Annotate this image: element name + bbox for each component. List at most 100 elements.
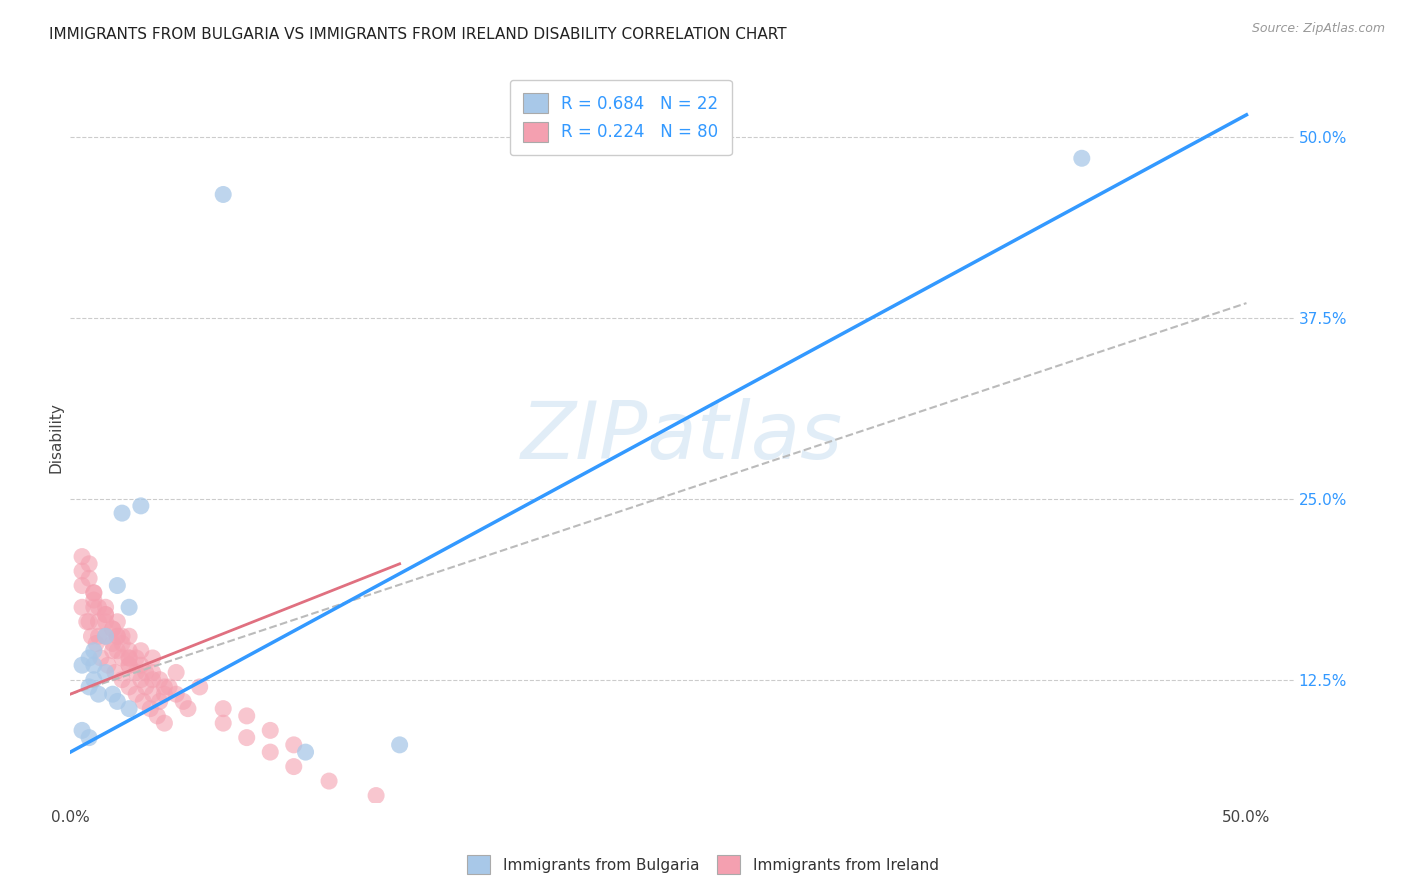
Point xyxy=(129,644,152,658)
Point xyxy=(125,651,148,665)
Point xyxy=(83,673,105,687)
Point xyxy=(142,687,165,701)
Point xyxy=(153,687,176,701)
Point xyxy=(129,499,152,513)
Point xyxy=(111,629,134,643)
Point xyxy=(142,651,165,665)
Point xyxy=(94,600,117,615)
Point xyxy=(94,615,117,629)
Point xyxy=(259,745,281,759)
Point xyxy=(153,716,176,731)
Point xyxy=(139,701,162,715)
Point xyxy=(125,665,148,680)
Point xyxy=(118,629,141,643)
Point xyxy=(118,701,141,715)
Point xyxy=(118,644,141,658)
Point xyxy=(153,680,176,694)
Point xyxy=(97,658,120,673)
Legend: Immigrants from Bulgaria, Immigrants from Ireland: Immigrants from Bulgaria, Immigrants fro… xyxy=(461,849,945,880)
Point xyxy=(212,716,235,731)
Point xyxy=(129,673,152,687)
Y-axis label: Disability: Disability xyxy=(48,401,63,473)
Point xyxy=(212,701,235,715)
Point xyxy=(294,745,316,759)
Point xyxy=(94,629,117,643)
Point xyxy=(70,600,93,615)
Point xyxy=(90,651,112,665)
Point xyxy=(165,687,187,701)
Point xyxy=(83,586,105,600)
Point xyxy=(77,615,100,629)
Point xyxy=(118,600,141,615)
Point xyxy=(111,506,134,520)
Point xyxy=(83,600,105,615)
Point xyxy=(118,680,141,694)
Point xyxy=(94,629,117,643)
Point xyxy=(188,680,211,694)
Point xyxy=(165,665,187,680)
Point xyxy=(142,665,165,680)
Point xyxy=(135,680,157,694)
Point xyxy=(105,629,128,643)
Point xyxy=(80,629,103,643)
Point xyxy=(235,709,257,723)
Point xyxy=(111,651,134,665)
Point xyxy=(104,665,127,680)
Point xyxy=(77,680,100,694)
Point xyxy=(212,187,235,202)
Point xyxy=(101,622,124,636)
Point xyxy=(87,687,110,701)
Point xyxy=(84,636,107,650)
Point xyxy=(105,578,128,592)
Point xyxy=(87,629,110,643)
Point xyxy=(129,658,152,673)
Point xyxy=(1070,151,1092,165)
Point xyxy=(101,622,124,636)
Point xyxy=(149,673,172,687)
Point xyxy=(101,644,124,658)
Text: IMMIGRANTS FROM BULGARIA VS IMMIGRANTS FROM IRELAND DISABILITY CORRELATION CHART: IMMIGRANTS FROM BULGARIA VS IMMIGRANTS F… xyxy=(49,27,787,42)
Point xyxy=(118,651,141,665)
Point xyxy=(318,774,340,789)
Point xyxy=(132,694,155,708)
Point xyxy=(83,593,105,607)
Point xyxy=(70,578,93,592)
Point xyxy=(70,564,93,578)
Point xyxy=(83,658,105,673)
Point xyxy=(105,629,128,643)
Point xyxy=(105,615,128,629)
Point xyxy=(235,731,257,745)
Point xyxy=(146,709,169,723)
Point xyxy=(259,723,281,738)
Point xyxy=(87,615,110,629)
Point xyxy=(70,723,93,738)
Point xyxy=(83,586,105,600)
Point xyxy=(283,759,305,773)
Point xyxy=(118,658,141,673)
Point xyxy=(366,789,388,803)
Point xyxy=(388,738,411,752)
Point xyxy=(118,658,141,673)
Point xyxy=(105,644,128,658)
Point xyxy=(70,658,93,673)
Point xyxy=(94,607,117,622)
Point xyxy=(111,636,134,650)
Text: Source: ZipAtlas.com: Source: ZipAtlas.com xyxy=(1251,22,1385,36)
Point xyxy=(149,694,172,708)
Point xyxy=(77,651,100,665)
Point xyxy=(77,557,100,571)
Point xyxy=(94,665,117,680)
Point xyxy=(105,694,128,708)
Point xyxy=(77,731,100,745)
Point xyxy=(135,665,157,680)
Point xyxy=(101,687,124,701)
Point xyxy=(70,549,93,564)
Point xyxy=(125,687,148,701)
Point xyxy=(283,738,305,752)
Point xyxy=(111,673,134,687)
Point xyxy=(94,607,117,622)
Point xyxy=(87,600,110,615)
Point xyxy=(101,636,124,650)
Point xyxy=(142,673,165,687)
Point xyxy=(157,680,180,694)
